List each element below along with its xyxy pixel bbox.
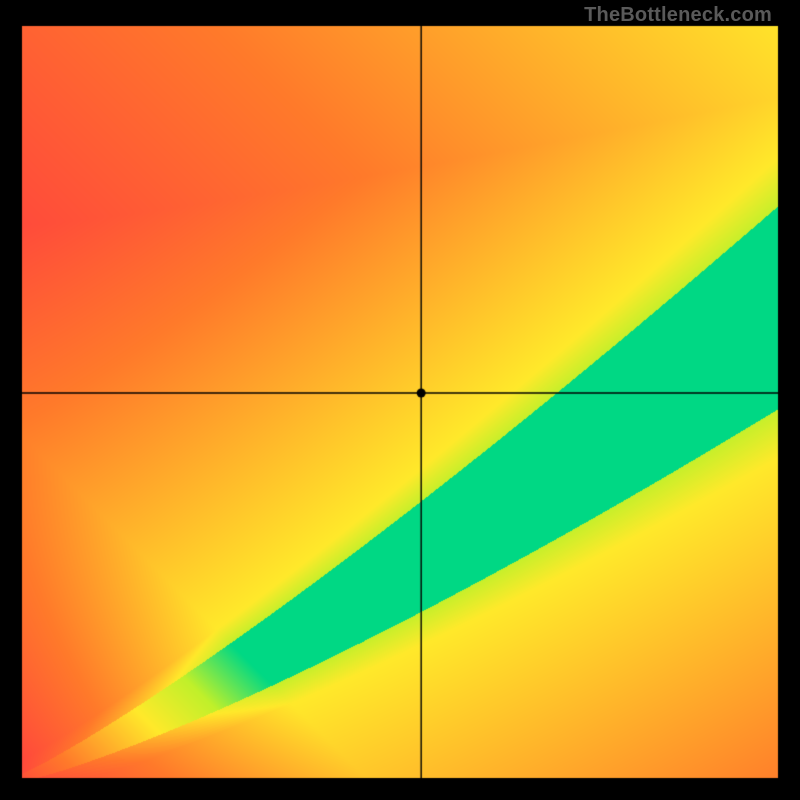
watermark-text: TheBottleneck.com xyxy=(584,4,772,27)
bottleneck-heatmap xyxy=(0,0,800,800)
chart-container: TheBottleneck.com xyxy=(0,0,800,800)
